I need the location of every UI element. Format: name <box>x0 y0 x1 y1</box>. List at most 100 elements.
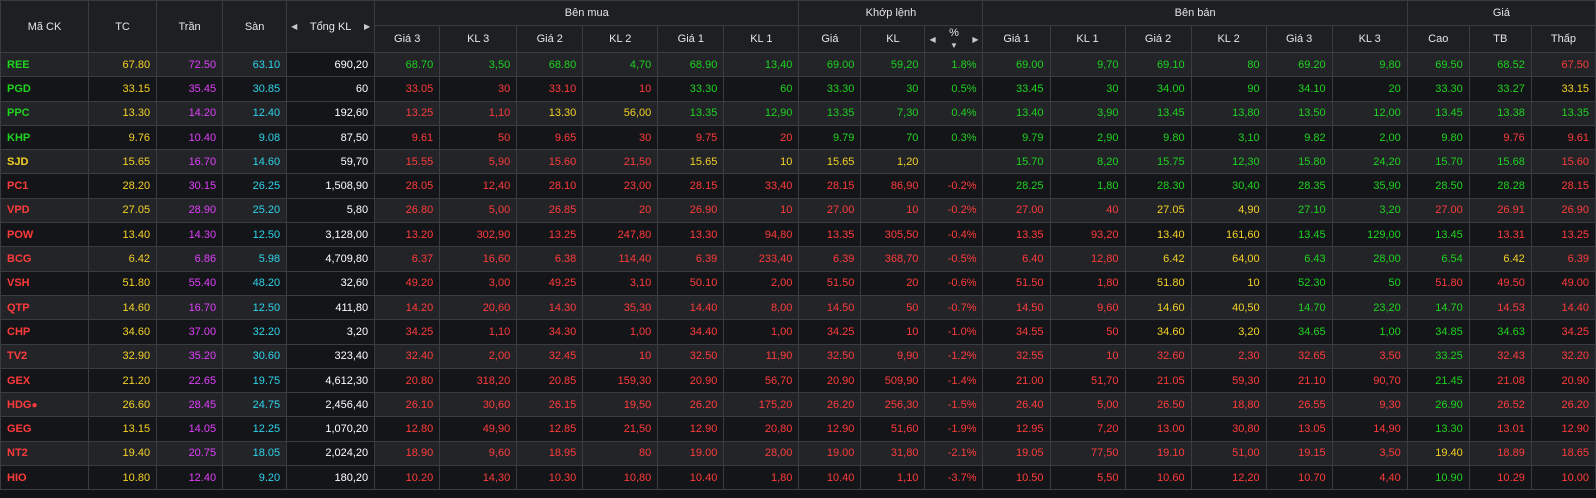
sort-down-icon[interactable]: ▼ <box>949 41 958 50</box>
symbol-cell[interactable]: PPC <box>0 100 90 126</box>
table-row[interactable]: HDG● 26.60 28.45 24.75 2,456,40 26.10 30,60 26.… <box>0 392 1596 418</box>
table-row[interactable]: TV2 32.90 35.20 30.60 323,40 32.40 2,00 32.45 10… <box>0 343 1596 369</box>
col-header-match-volume[interactable]: KL <box>860 25 926 53</box>
table-row[interactable]: VPD 27.05 28.90 25.20 5,80 26.80 5,00 26.85 20 26… <box>0 197 1596 224</box>
col-header-average[interactable]: TB <box>1468 25 1532 53</box>
symbol-text[interactable]: PGD <box>7 82 31 95</box>
col-header-ceiling[interactable]: Trần <box>156 0 224 53</box>
symbol-cell[interactable]: GEG <box>0 416 90 442</box>
col-header-ask-price-3[interactable]: Giá 3 <box>1265 25 1333 53</box>
col-header-bid-price-2[interactable]: Giá 2 <box>516 25 584 53</box>
symbol-text[interactable]: VPD <box>7 204 30 217</box>
bid-vol-2: 21,50 <box>582 416 659 442</box>
symbol-text[interactable]: HDG <box>7 398 32 411</box>
arrow-left-icon[interactable]: ◀ <box>291 22 298 31</box>
symbol-cell[interactable]: CHP <box>0 319 90 345</box>
symbol-text[interactable]: NT2 <box>7 447 28 460</box>
table-footer-spacer <box>0 489 1596 498</box>
symbol-text[interactable]: REE <box>7 58 30 71</box>
table-row[interactable]: SJD 15.65 16.70 14.60 59,70 15.55 5,90 15.60 21,… <box>0 149 1596 175</box>
symbol-text[interactable]: CHP <box>7 325 31 338</box>
table-row[interactable]: PC1 28.20 30.15 26.25 1,508,90 28.05 12,40 28.1… <box>0 173 1596 199</box>
symbol-text[interactable]: TV2 <box>7 350 28 363</box>
col-header-bid-vol-3[interactable]: KL 3 <box>439 25 518 53</box>
symbol-cell[interactable]: NT2 <box>0 440 90 467</box>
col-header-high[interactable]: Cao <box>1406 25 1470 53</box>
col-header-change-pct[interactable]: ◀ % ▼ ▶ <box>924 25 984 53</box>
ceiling-price: 16.70 <box>156 149 224 175</box>
arrow-right-icon[interactable]: ▶ <box>972 34 979 44</box>
col-header-bid-vol-1[interactable]: KL 1 <box>723 25 800 53</box>
change-pct: -0.6% <box>924 270 984 296</box>
status-dot-icon: ● <box>31 399 38 411</box>
symbol-text[interactable]: PC1 <box>7 180 29 193</box>
symbol-cell[interactable]: VSH <box>0 270 90 296</box>
symbol-text[interactable]: QTP <box>7 301 30 314</box>
symbol-cell[interactable]: KHP <box>0 124 90 151</box>
table-row[interactable]: VSH 51.80 55.40 48.20 32,60 49.20 3,00 49.25 3,1… <box>0 270 1596 296</box>
table-row[interactable]: KHP 9.76 10.40 9.08 87,50 9.61 50 9.65 30 9.75 20 9… <box>0 124 1596 151</box>
bid-vol-1: 10 <box>723 197 800 224</box>
table-row[interactable]: GEG 13.15 14.05 12.25 1,070,20 12.80 49,90 12.8… <box>0 416 1596 442</box>
symbol-text[interactable]: KHP <box>7 131 31 144</box>
table-row[interactable]: POW 13.40 14.30 12.50 3,128,00 13.20 302,90 13.… <box>0 222 1596 248</box>
symbol-text[interactable]: HIO <box>7 471 27 484</box>
symbol-text[interactable]: POW <box>7 228 34 241</box>
col-header-symbol[interactable]: Mã CK <box>0 0 90 53</box>
col-header-ask-vol-3[interactable]: KL 3 <box>1331 25 1408 53</box>
bid-price-3: 49.20 <box>374 270 441 296</box>
col-header-ask-price-1[interactable]: Giá 1 <box>982 25 1051 53</box>
arrow-left-icon[interactable]: ◀ <box>929 34 936 44</box>
col-header-total-volume[interactable]: ◀ Tổng KL ▶ <box>286 0 376 53</box>
ask-vol-3: 50 <box>1331 270 1408 296</box>
low-price: 15.60 <box>1530 149 1596 175</box>
col-header-match-price[interactable]: Giá <box>798 25 862 53</box>
col-header-bid-vol-2[interactable]: KL 2 <box>582 25 659 53</box>
symbol-cell[interactable]: PGD <box>0 76 90 102</box>
table-row[interactable]: CHP 34.60 37.00 32.20 3,20 34.25 1,10 34.30 1,00… <box>0 319 1596 345</box>
symbol-cell[interactable]: SJD <box>0 149 90 175</box>
symbol-text[interactable]: PPC <box>7 107 30 120</box>
col-header-bid-price-3[interactable]: Giá 3 <box>374 25 441 53</box>
ask-price-2: 19.10 <box>1124 440 1192 467</box>
symbol-text[interactable]: GEG <box>7 423 32 436</box>
symbol-text[interactable]: BCG <box>7 253 32 266</box>
col-header-low[interactable]: Thấp <box>1530 25 1596 53</box>
total-volume: 4,709,80 <box>286 246 376 272</box>
table-row[interactable]: HIO 10.80 12.40 9.20 180,20 10.20 14,30 10.30 10… <box>0 465 1596 491</box>
symbol-cell[interactable]: GEX <box>0 367 90 394</box>
average-price: 33.27 <box>1468 76 1532 102</box>
col-header-bid-price-1[interactable]: Giá 1 <box>657 25 725 53</box>
symbol-text[interactable]: SJD <box>7 155 29 168</box>
change-pct: 0.4% <box>924 100 984 126</box>
bid-vol-2: 4,70 <box>582 51 659 78</box>
table-row[interactable]: NT2 19.40 20.75 18.05 2,024,20 18.90 9,60 18.95… <box>0 440 1596 467</box>
col-header-ask-vol-2[interactable]: KL 2 <box>1190 25 1267 53</box>
symbol-cell[interactable]: VPD <box>0 197 90 224</box>
table-row[interactable]: QTP 14.60 16.70 12.50 411,80 14.20 20,60 14.30 3… <box>0 294 1596 321</box>
symbol-cell[interactable]: BCG <box>0 246 90 272</box>
total-volume: 690,20 <box>286 51 376 78</box>
symbol-cell[interactable]: QTP <box>0 294 90 321</box>
table-row[interactable]: REE 67.80 72.50 63.10 690,20 68.70 3,50 68.80 4,… <box>0 51 1596 78</box>
symbol-cell[interactable]: HDG● <box>0 392 90 418</box>
ask-vol-1: 9,70 <box>1049 51 1126 78</box>
symbol-cell[interactable]: HIO <box>0 465 90 491</box>
col-header-ask-price-2[interactable]: Giá 2 <box>1124 25 1192 53</box>
arrow-right-icon[interactable]: ▶ <box>364 22 371 31</box>
symbol-cell[interactable]: POW <box>0 222 90 248</box>
table-row[interactable]: PPC 13.30 14.20 12.40 192,60 13.25 1,10 13.30 56… <box>0 100 1596 126</box>
table-row[interactable]: GEX 21.20 22.65 19.75 4,612,30 20.80 318,20 20.… <box>0 367 1596 394</box>
symbol-cell[interactable]: TV2 <box>0 343 90 369</box>
symbol-cell[interactable]: PC1 <box>0 173 90 199</box>
col-header-floor[interactable]: Sàn <box>222 0 288 53</box>
bid-vol-2: 10 <box>582 76 659 102</box>
symbol-text[interactable]: GEX <box>7 374 31 387</box>
col-header-ask-vol-1[interactable]: KL 1 <box>1049 25 1126 53</box>
ask-vol-3: 1,00 <box>1331 319 1408 345</box>
table-row[interactable]: BCG 6.42 6.86 5.98 4,709,80 6.37 16,60 6.38 114,… <box>0 246 1596 272</box>
table-row[interactable]: PGD 33.15 35.45 30.85 60 33.05 30 33.10 10 33.30 6… <box>0 76 1596 102</box>
col-header-reference[interactable]: TC <box>88 0 158 53</box>
symbol-text[interactable]: VSH <box>7 277 30 290</box>
symbol-cell[interactable]: REE <box>0 51 90 78</box>
